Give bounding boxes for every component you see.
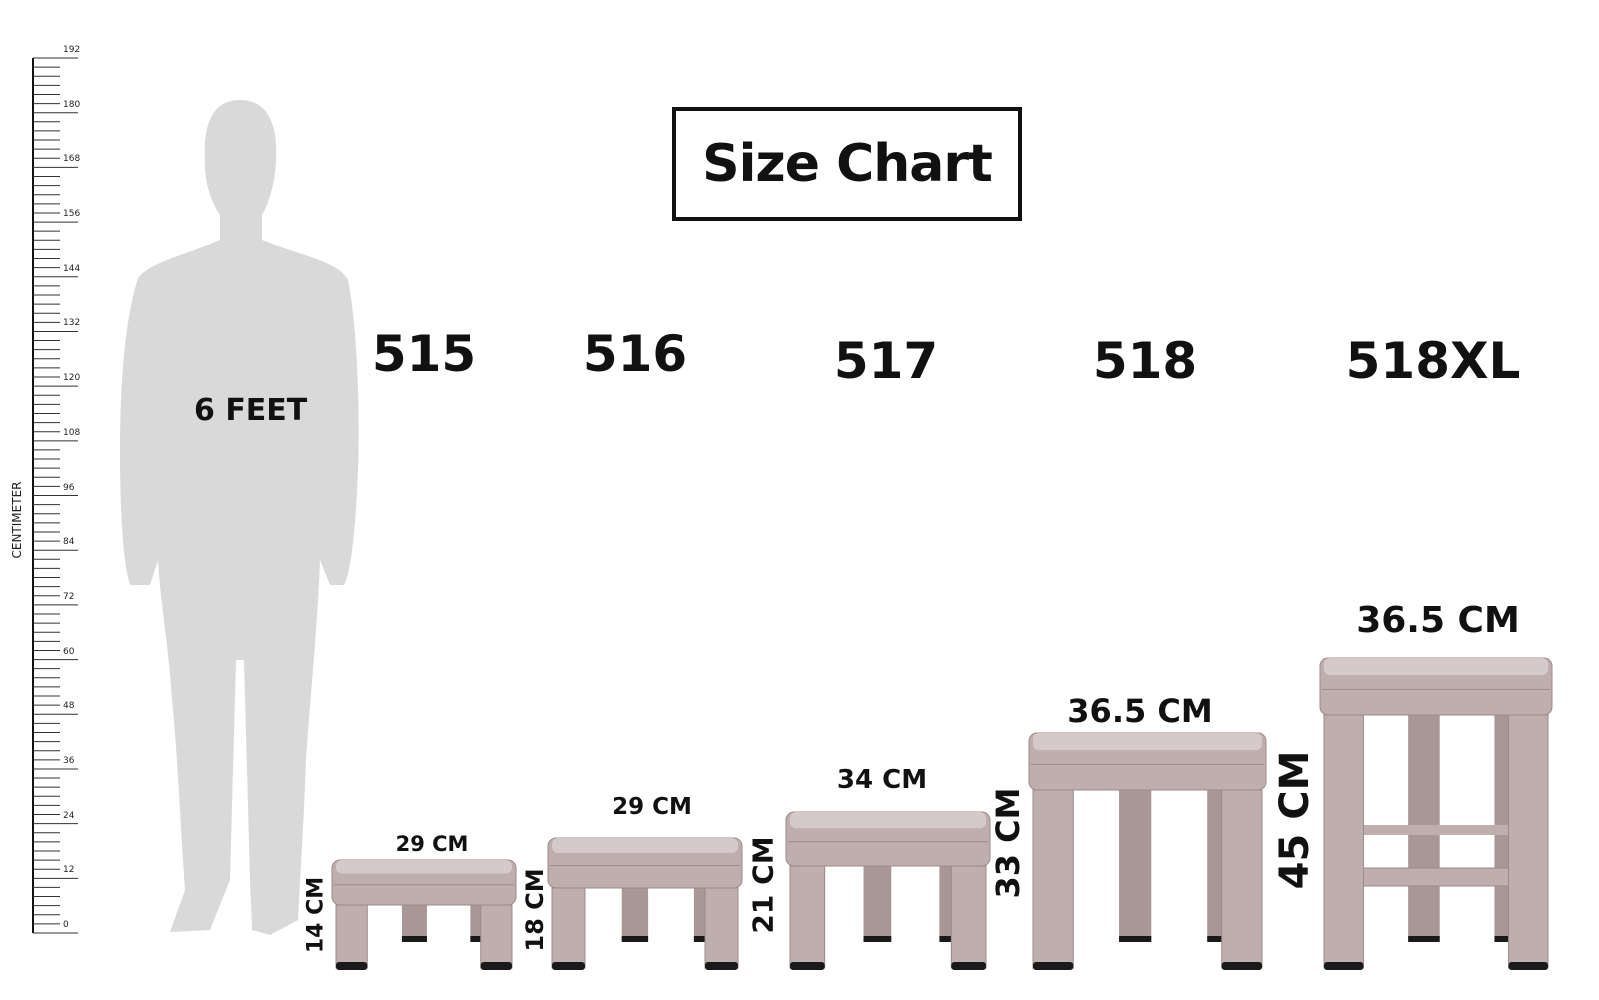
ruler-tick-label: 60 <box>63 646 75 657</box>
height-label-517: 21 CM <box>746 836 780 934</box>
model-label-518: 518 <box>1092 332 1198 390</box>
model-label-518xl: 518XL <box>1345 332 1521 390</box>
height-label-518: 33 CM <box>989 787 1027 899</box>
ruler-tick-label: 24 <box>63 810 75 821</box>
ruler-tick-label: 192 <box>63 45 81 55</box>
person-silhouette <box>120 100 359 935</box>
ruler-tick-label: 180 <box>63 99 81 110</box>
ruler-tick-label: 36 <box>63 755 75 766</box>
width-label-517: 34 CM <box>836 765 928 795</box>
width-label-516: 29 CM <box>612 794 692 820</box>
ruler-tick-label: 120 <box>63 373 81 384</box>
ruler-tick-label: 132 <box>63 318 81 329</box>
ruler-tick-label: 0 <box>63 920 69 930</box>
height-label-516: 18 CM <box>521 868 549 952</box>
width-label-518: 36.5 CM <box>1067 692 1213 730</box>
stool-518 <box>1028 732 1267 970</box>
ruler-axis-label: CENTIMETER <box>10 481 24 559</box>
width-label-515: 29 CM <box>395 832 469 856</box>
model-label-517: 517 <box>833 332 939 390</box>
ruler-tick-label: 48 <box>63 701 75 712</box>
ruler-tick-label: 156 <box>63 209 81 220</box>
person-height-label: 6 FEET <box>194 393 308 428</box>
width-label-518xl: 36.5 CM <box>1356 600 1520 641</box>
height-ruler <box>32 57 78 934</box>
stool-517 <box>785 811 991 970</box>
ruler-tick-label: 12 <box>63 865 75 876</box>
model-label-516: 516 <box>582 325 688 383</box>
height-label-518xl: 45 CM <box>1272 750 1318 890</box>
ruler-tick-label: 72 <box>63 591 75 602</box>
title-box: Size Chart <box>672 107 1022 221</box>
ruler-tick-label: 144 <box>63 263 81 274</box>
stool-516 <box>547 837 743 970</box>
stool-518XL <box>1319 657 1553 970</box>
ruler-tick-label: 84 <box>63 537 75 548</box>
stool-515 <box>331 859 517 970</box>
ruler-tick-label: 168 <box>63 154 81 165</box>
model-label-515: 515 <box>371 325 477 383</box>
stools <box>331 657 1553 970</box>
ruler-tick-label: 108 <box>63 427 81 438</box>
height-label-515: 14 CM <box>303 876 329 954</box>
page-title: Size Chart <box>702 134 993 194</box>
ruler-tick-label: 96 <box>63 482 75 493</box>
